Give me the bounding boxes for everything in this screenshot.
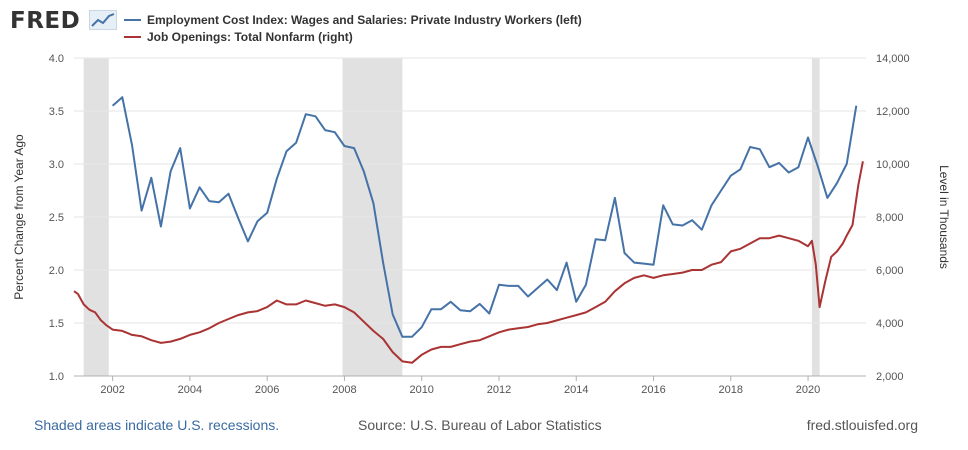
right-tick-label: 12,000: [876, 106, 910, 118]
right-tick-label: 6,000: [876, 265, 904, 277]
x-tick-label: 2018: [719, 384, 743, 396]
x-tick-label: 2004: [178, 384, 202, 396]
right-axis-title: Level in Thousands: [937, 165, 951, 269]
right-tick-label: 14,000: [876, 53, 910, 65]
legend-swatch-blue: [124, 18, 141, 21]
legend-label-ecwages: Employment Cost Index: Wages and Salarie…: [147, 12, 582, 27]
left-tick-label: 2.0: [49, 265, 64, 277]
x-tick-label: 2006: [255, 384, 279, 396]
left-tick-label: 3.5: [49, 106, 64, 118]
left-tick-label: 1.0: [49, 371, 64, 383]
chart-header: FRED Employment Cost Index: Wages and Sa…: [0, 0, 968, 48]
left-tick-label: 3.0: [49, 159, 64, 171]
x-tick-label: 2012: [487, 384, 511, 396]
x-tick-label: 2002: [100, 384, 124, 396]
site-link[interactable]: fred.stlouisfed.org: [806, 417, 918, 433]
source-text: Source: U.S. Bureau of Labor Statistics: [358, 417, 602, 433]
series-line-jobopenings: [73, 161, 864, 364]
x-tick-label: 2008: [332, 384, 356, 396]
x-tick-label: 2016: [641, 384, 665, 396]
left-tick-label: 2.5: [49, 212, 64, 224]
right-tick-label: 2,000: [876, 371, 904, 383]
gridlines: [74, 57, 866, 377]
left-axis-title: Percent Change from Year Ago: [12, 134, 26, 300]
line-chart-icon: [89, 10, 117, 30]
series-line-ecwages: [111, 96, 858, 338]
series-lines: [73, 96, 864, 364]
axes: 1.0 1.5 2.0 2.5 3.0 3.5 4.0 2,000 4,000 6,000 8,00…: [49, 53, 910, 396]
legend-item-ecwages[interactable]: Employment Cost Index: Wages and Salarie…: [124, 11, 582, 28]
right-tick-label: 10,000: [876, 159, 910, 171]
left-tick-label: 4.0: [49, 53, 64, 65]
left-tick-label: 1.5: [49, 318, 64, 330]
chart-legend: Employment Cost Index: Wages and Salarie…: [124, 11, 582, 45]
right-tick-label: 8,000: [876, 212, 904, 224]
legend-label-jobopenings: Job Openings: Total Nonfarm (right): [147, 29, 353, 44]
right-tick-label: 4,000: [876, 318, 904, 330]
legend-swatch-red: [124, 35, 141, 38]
x-tick-label: 2014: [564, 384, 588, 396]
x-tick-label: 2020: [796, 384, 820, 396]
legend-item-jobopenings[interactable]: Job Openings: Total Nonfarm (right): [124, 28, 582, 45]
recession-note: Shaded areas indicate U.S. recessions.: [34, 417, 280, 433]
x-tick-label: 2010: [409, 384, 433, 396]
fred-logo[interactable]: FRED: [10, 8, 81, 34]
